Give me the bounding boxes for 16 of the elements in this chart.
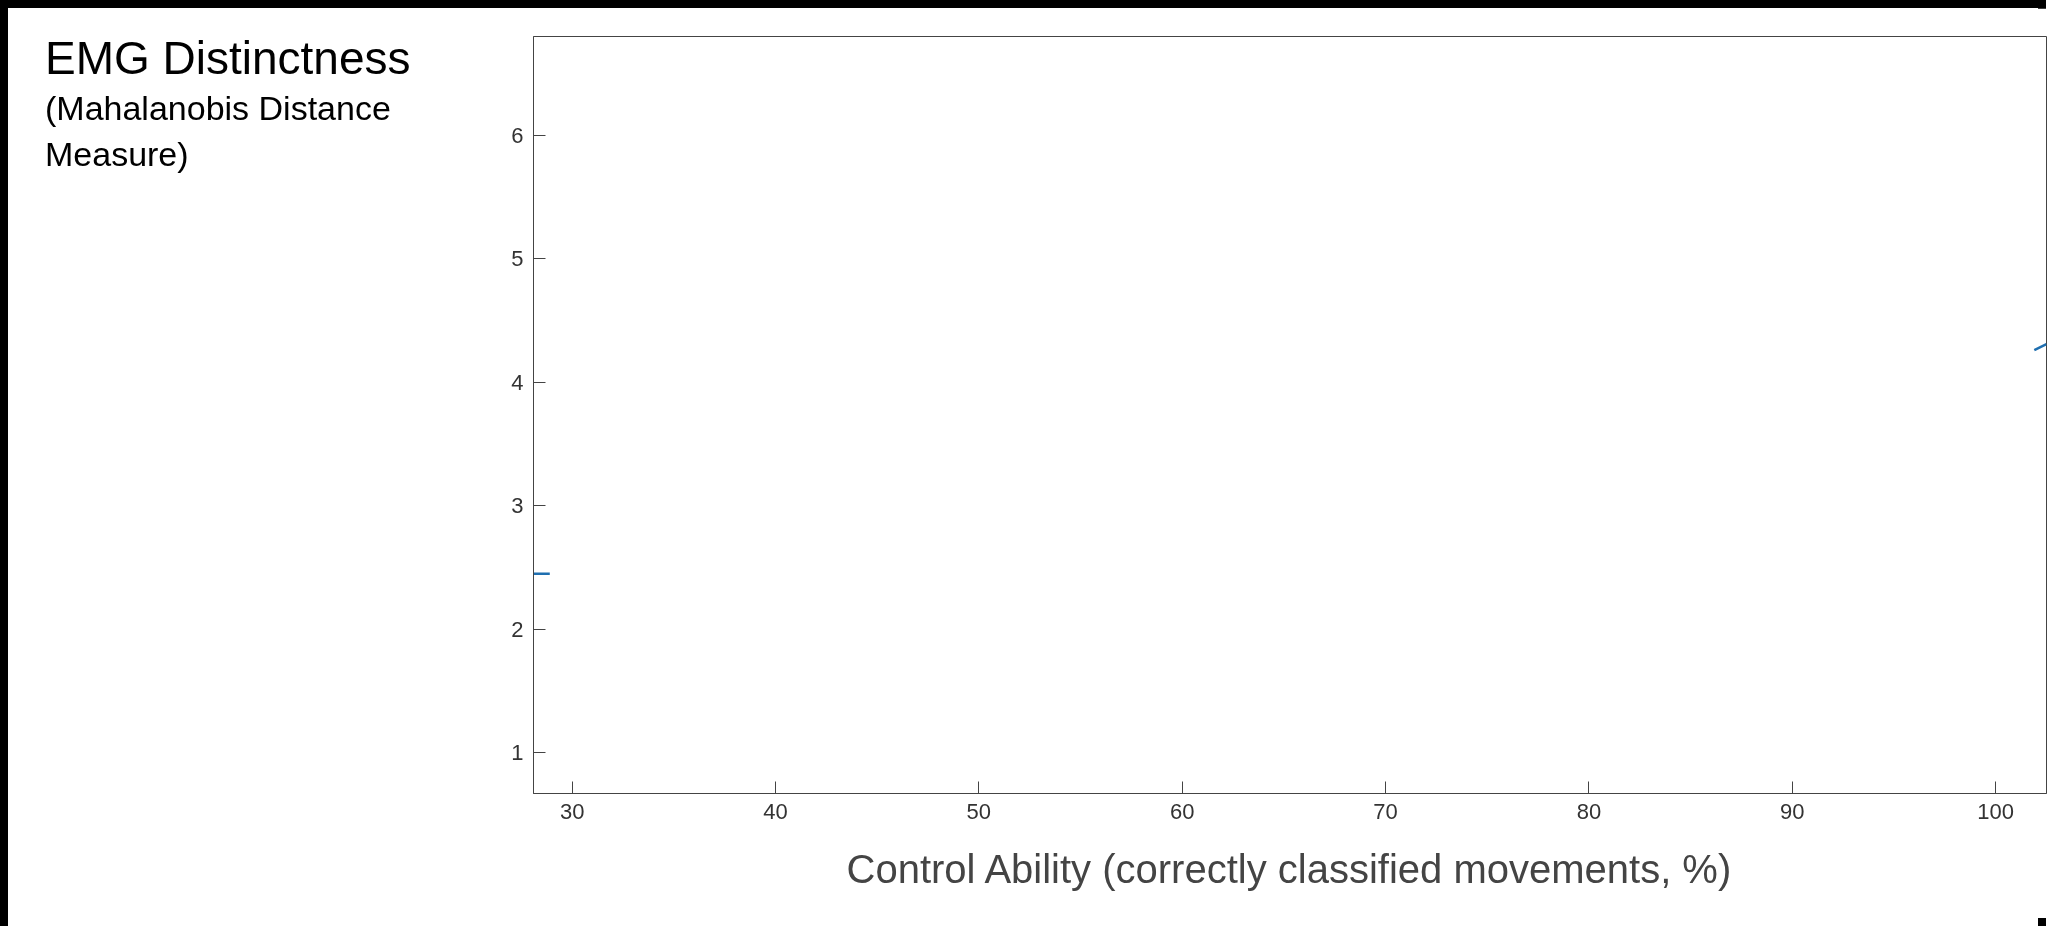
y-axis-title: EMG Distinctness (Mahalanobis Distance Measure): [45, 31, 412, 176]
y-tick-label: 5: [511, 246, 524, 272]
x-axis-title: Control Ability (correctly classified movements, %): [846, 846, 1732, 891]
y-tick-label: 2: [511, 616, 524, 642]
x-tick-label: 70: [1373, 798, 1398, 824]
x-tick-label: 100: [1977, 798, 2015, 824]
y-tick-label: 4: [511, 369, 524, 395]
x-tick-label: 30: [559, 798, 585, 824]
y-tick-label: 1: [511, 740, 524, 766]
x-tick-label: 40: [763, 798, 788, 824]
y-tick-label: 6: [511, 122, 524, 148]
x-tick-label: 90: [1780, 798, 1805, 824]
x-tick-label: 80: [1576, 798, 1602, 824]
x-tick-label: 60: [1169, 798, 1195, 824]
x-tick-label: 50: [966, 798, 992, 824]
y-tick-label: 3: [511, 493, 524, 519]
